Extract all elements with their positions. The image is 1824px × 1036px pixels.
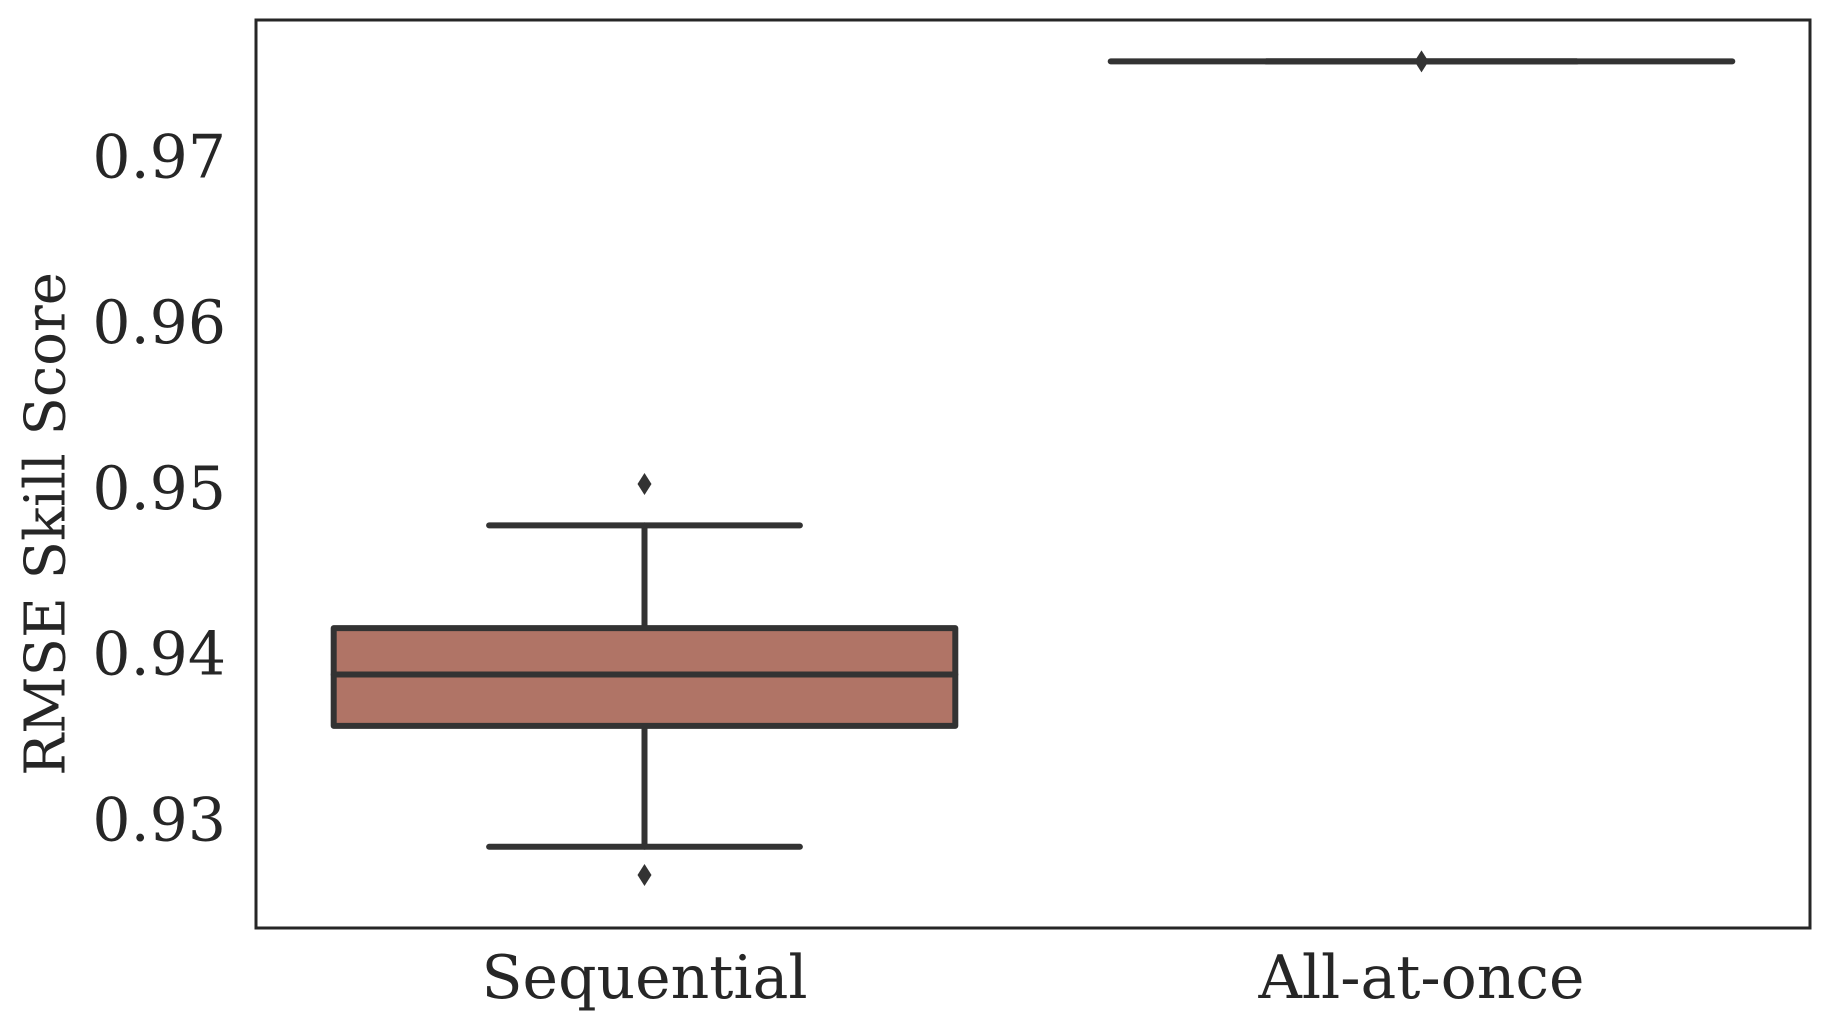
outlier-point [637,863,652,886]
plot-frame [254,18,1812,930]
x-tick-label: Sequential [481,943,807,1013]
box-group-2 [1107,50,1736,73]
box-group-1 [330,472,959,886]
y-axis-label: RMSE Skill Score [14,272,79,776]
outlier-point [637,472,652,495]
y-tick-label: 0.94 [92,620,226,690]
y-tick-label: 0.97 [92,123,226,193]
y-tick-label: 0.95 [92,454,226,524]
y-tick-labels: 0.93 0.94 0.95 0.96 0.97 [92,123,226,856]
y-tick-label: 0.93 [92,785,226,855]
outlier-point [1414,50,1429,73]
x-tick-label: All-at-once [1257,943,1584,1013]
y-tick-label: 0.96 [92,288,226,358]
x-tick-labels: Sequential All-at-once [481,943,1584,1013]
marks-layer [330,50,1736,886]
